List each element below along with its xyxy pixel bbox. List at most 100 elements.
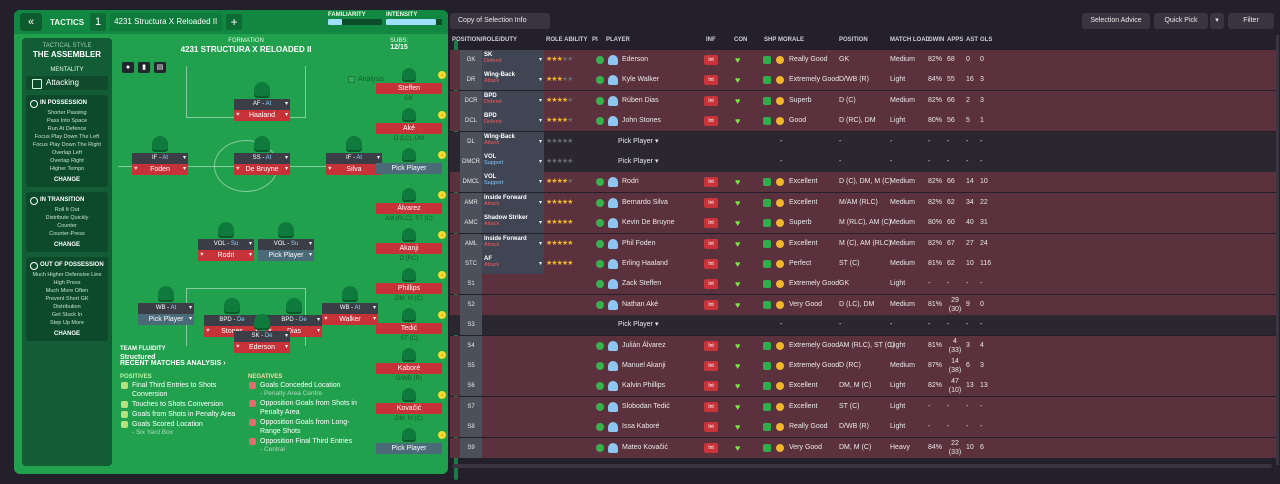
player-name[interactable]: Rodri bbox=[622, 178, 639, 186]
sub-player-name[interactable]: Akanji bbox=[376, 243, 442, 254]
position-cell[interactable]: STC bbox=[460, 254, 482, 274]
position-cell[interactable]: DL bbox=[460, 131, 482, 152]
sub-player-slot[interactable]: → Kaboré D/WB (R) bbox=[376, 348, 446, 382]
tactic-select[interactable]: 4231 Structura X Reloaded II bbox=[110, 13, 223, 31]
chevron-down-icon[interactable]: ▾ bbox=[284, 112, 288, 118]
col-gwin[interactable]: GWIN bbox=[928, 37, 945, 43]
position-cell[interactable]: S6 bbox=[460, 376, 482, 397]
sub-player-name[interactable]: Kovačić bbox=[376, 403, 442, 414]
filter-button[interactable]: Filter bbox=[1228, 13, 1274, 29]
chevron-down-icon[interactable]: ▾ bbox=[538, 261, 542, 267]
role-duty-cell[interactable]: Inside Forward Attack ▾ bbox=[482, 192, 544, 213]
table-row[interactable]: S2 Nathan Aké Int ♥ Very Good D (LC), DM Mediu… bbox=[450, 294, 1276, 315]
chevron-down-icon[interactable]: ▾ bbox=[284, 166, 288, 172]
col-con[interactable]: CON bbox=[734, 37, 748, 43]
chevron-down-icon[interactable]: ▾ bbox=[188, 316, 192, 322]
table-row[interactable]: S7 Slobodan Tedić Int ♥ Excellent ST (C) Light… bbox=[450, 396, 1276, 417]
player-role-selector[interactable]: BPD - De▾ bbox=[266, 315, 322, 326]
player-name[interactable]: Kevin De Bruyne bbox=[622, 219, 675, 227]
position-cell[interactable]: S1 bbox=[460, 274, 482, 295]
player-name[interactable]: Bernardo Silva bbox=[622, 198, 668, 206]
player-role-selector[interactable]: IF - At ▾ bbox=[132, 153, 188, 164]
player-name[interactable]: Manuel Akanji bbox=[622, 362, 666, 369]
swap-arrow-icon[interactable]: → bbox=[438, 271, 446, 279]
table-row[interactable]: GK SK Defend ▾ ★★★★★ Ederson Int ♥ Really Good GK… bbox=[450, 50, 1276, 70]
role-duty-cell[interactable]: Wing-Back Attack ▾ bbox=[482, 131, 544, 152]
sub-player-name[interactable]: Steffen bbox=[376, 83, 442, 94]
player-name[interactable]: Issa Kaboré bbox=[622, 423, 660, 431]
position-cell[interactable]: DR bbox=[460, 70, 482, 91]
mentality-select[interactable]: Attacking bbox=[26, 76, 108, 90]
col-match-load[interactable]: MATCH LOAD bbox=[890, 37, 930, 43]
table-row[interactable]: DCR BPD Defend ▾ ★★★★★ Rúben Dias Int ♥ Superb D … bbox=[450, 90, 1276, 111]
sub-player-name[interactable]: Phillips bbox=[376, 283, 442, 294]
chevron-down-icon[interactable]: ▾ bbox=[538, 179, 542, 186]
sub-player-name[interactable]: Pick Player bbox=[376, 443, 442, 454]
chevron-down-icon[interactable]: ▾ bbox=[538, 97, 542, 104]
chevron-down-icon[interactable]: ▾ bbox=[284, 155, 288, 161]
position-cell[interactable]: AMC bbox=[460, 213, 482, 234]
player-name-selector[interactable]: ♥ Ederson ▾ bbox=[234, 342, 290, 353]
player-name[interactable]: Julián Álvarez bbox=[622, 341, 666, 349]
col-position[interactable]: POSITION bbox=[839, 37, 868, 43]
pitch-player-slot[interactable]: BPD - De▾♥Stones▾ bbox=[204, 298, 260, 337]
chevron-down-icon[interactable]: ▾ bbox=[653, 158, 659, 165]
player-role-selector[interactable]: VOL - Su ▾ bbox=[258, 239, 314, 250]
back-button[interactable]: « bbox=[20, 13, 42, 31]
table-row[interactable]: AMC Shadow Striker Attack ▾ ★★★★★ Kevin De Br… bbox=[450, 213, 1276, 234]
sub-player-slot[interactable]: → Aké D (LC), DM bbox=[376, 108, 446, 142]
player-role-selector[interactable]: WB - At ▾ bbox=[138, 303, 194, 314]
position-cell[interactable]: S4 bbox=[460, 335, 482, 356]
player-role-selector[interactable]: SS - At ▾ bbox=[234, 153, 290, 164]
table-row[interactable]: S1 Zack Steffen Int ♥ Extremely Good GK Light -… bbox=[450, 274, 1276, 295]
sub-player-slot[interactable]: → Pick Player bbox=[376, 148, 446, 176]
role-duty-cell[interactable]: BPD Defend ▾ bbox=[482, 90, 544, 111]
sub-player-slot[interactable]: → Tedić ST (C) bbox=[376, 308, 446, 342]
pick-player-button[interactable]: Pick Player ▾ bbox=[618, 152, 698, 172]
player-name-selector[interactable]: ♥Silva▾ bbox=[326, 164, 382, 175]
chevron-down-icon[interactable]: ▾ bbox=[284, 333, 288, 339]
role-duty-cell[interactable]: VOL Support ▾ bbox=[482, 172, 544, 193]
chevron-down-icon[interactable]: ▾ bbox=[376, 155, 380, 161]
chevron-down-icon[interactable]: ▾ bbox=[653, 321, 659, 329]
swap-arrow-icon[interactable]: → bbox=[438, 151, 446, 159]
sub-player-slot[interactable]: → Pick Player bbox=[376, 428, 446, 456]
notes-view-icon[interactable]: ▤ bbox=[154, 62, 166, 73]
position-cell[interactable]: AML bbox=[460, 233, 482, 254]
chevron-down-icon[interactable]: ▾ bbox=[538, 240, 542, 247]
position-cell[interactable]: GK bbox=[460, 50, 482, 70]
table-row[interactable]: S3 Pick Player ▾ - - - - - - - bbox=[450, 315, 1276, 336]
col-position-role-duty[interactable]: POSITION/ROLE/DUTY bbox=[452, 37, 518, 43]
table-row[interactable]: AMR Inside Forward Attack ▾ ★★★★★ Bernardo Si… bbox=[450, 192, 1276, 213]
player-name[interactable]: Zack Steffen bbox=[622, 280, 662, 288]
swap-arrow-icon[interactable]: → bbox=[438, 351, 446, 359]
players-view-icon[interactable]: ● bbox=[122, 62, 134, 73]
player-role-selector[interactable]: WB - At ▾ bbox=[322, 303, 378, 314]
col-role-ability[interactable]: ROLE ABILITY bbox=[546, 37, 588, 43]
chevron-down-icon[interactable]: ▾ bbox=[372, 305, 376, 311]
player-name[interactable]: Ederson bbox=[622, 56, 649, 63]
in-transition-change-button[interactable]: CHANGE bbox=[53, 242, 80, 248]
player-role-selector[interactable]: SK - De ▾ bbox=[234, 331, 290, 342]
role-duty-cell[interactable]: VOL Support ▾ bbox=[482, 152, 544, 172]
swap-arrow-icon[interactable]: → bbox=[438, 391, 446, 399]
chevron-down-icon[interactable]: ▾ bbox=[308, 241, 312, 247]
position-cell[interactable]: DMCL bbox=[460, 172, 482, 193]
analysis-checkbox-icon[interactable] bbox=[348, 76, 355, 83]
chevron-down-icon[interactable]: ▾ bbox=[188, 305, 192, 311]
recent-analysis-title[interactable]: RECENT MATCHES ANALYSIS › bbox=[120, 360, 226, 367]
player-name-selector[interactable]: ♥ Haaland ▾ bbox=[234, 110, 290, 121]
player-role-selector[interactable]: AF - At ▾ bbox=[234, 99, 290, 110]
table-row[interactable]: DL Wing-Back Attack ▾ ★★★★★ Pick Player ▾ - - - -… bbox=[450, 131, 1276, 152]
out-of-possession-change-button[interactable]: CHANGE bbox=[53, 331, 80, 337]
position-cell[interactable]: S7 bbox=[460, 396, 482, 417]
position-cell[interactable]: AMR bbox=[460, 192, 482, 213]
table-row[interactable]: DCL BPD Defend ▾ ★★★★★ John Stones Int ♥ Good D (… bbox=[450, 111, 1276, 132]
pitch-player-slot[interactable]: VOL - Su ▾ ♥ Rodri ▾ bbox=[198, 222, 254, 261]
sub-player-slot[interactable]: → Phillips DM, M (C) bbox=[376, 268, 446, 302]
pitch-player-slot[interactable]: VOL - Su ▾ Pick Player ▾ bbox=[258, 222, 314, 261]
pick-player-button[interactable]: Pick Player ▾ bbox=[618, 315, 698, 335]
formation-name[interactable]: 4231 STRUCTURA X RELOADED II bbox=[180, 45, 312, 54]
pick-player-button[interactable]: Pick Player ▾ bbox=[618, 132, 698, 152]
pitch-player-slot[interactable]: AF - At ▾ ♥ Haaland ▾ bbox=[234, 82, 290, 121]
